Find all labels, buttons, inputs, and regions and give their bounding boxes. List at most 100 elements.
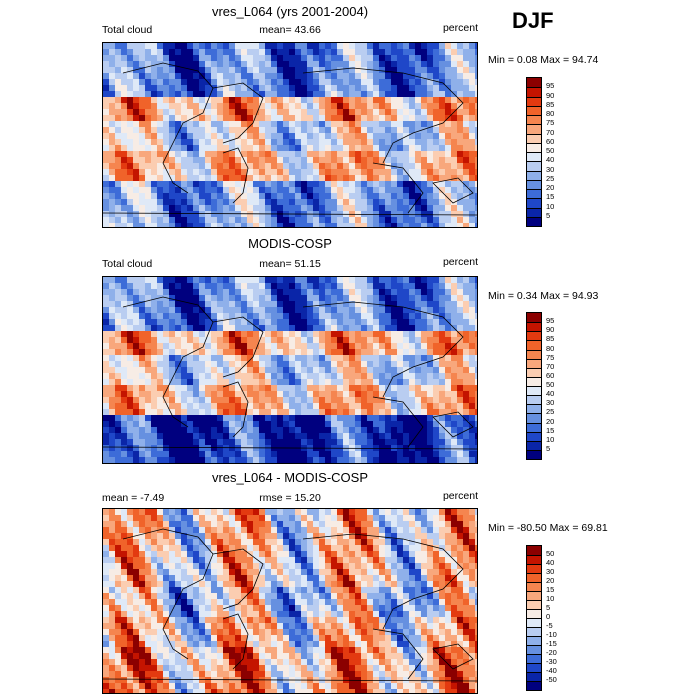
field-cell xyxy=(127,355,133,361)
field-cell xyxy=(385,373,391,379)
field-cell xyxy=(163,319,169,325)
field-cell xyxy=(445,593,451,599)
field-cell xyxy=(301,563,307,569)
field-cell xyxy=(409,515,415,521)
field-cell xyxy=(337,163,343,169)
coastline xyxy=(103,212,477,216)
field-cell xyxy=(409,223,415,227)
field-cell xyxy=(433,563,439,569)
field-cell xyxy=(475,193,477,199)
field-cell xyxy=(127,199,133,205)
field-cell xyxy=(229,223,235,227)
field-cell xyxy=(133,73,139,79)
field-cell xyxy=(229,301,235,307)
field-cell xyxy=(475,433,477,439)
field-cell xyxy=(439,391,445,397)
field-cell xyxy=(421,415,427,421)
field-cell xyxy=(235,151,241,157)
field-cell xyxy=(157,283,163,289)
field-cell xyxy=(109,205,115,211)
field-cell xyxy=(295,361,301,367)
field-cell xyxy=(403,421,409,427)
field-cell xyxy=(151,121,157,127)
field-cell xyxy=(361,527,367,533)
field-cell xyxy=(439,211,445,217)
field-cell xyxy=(145,169,151,175)
field-cell xyxy=(265,301,271,307)
coastline xyxy=(122,296,214,428)
field-cell xyxy=(115,409,121,415)
field-cell xyxy=(451,373,457,379)
field-cell xyxy=(109,109,115,115)
field-cell xyxy=(325,415,331,421)
field-cell xyxy=(151,43,157,49)
field-cell xyxy=(223,575,229,581)
field-cell xyxy=(295,397,301,403)
field-cell xyxy=(241,91,247,97)
field-cell xyxy=(151,509,157,515)
field-cell xyxy=(367,539,373,545)
field-cell xyxy=(115,551,121,557)
field-cell xyxy=(355,361,361,367)
field-cell xyxy=(331,43,337,49)
field-cell xyxy=(301,331,307,337)
field-cell xyxy=(199,391,205,397)
field-cell xyxy=(151,307,157,313)
field-cell xyxy=(337,409,343,415)
colorbar-swatch xyxy=(527,340,541,350)
field-cell xyxy=(433,445,439,451)
field-cell xyxy=(133,379,139,385)
field-cell xyxy=(229,133,235,139)
field-cell xyxy=(295,61,301,67)
field-cell xyxy=(331,545,337,551)
field-cell xyxy=(445,49,451,55)
field-cell xyxy=(289,391,295,397)
field-cell xyxy=(289,187,295,193)
field-cell xyxy=(289,277,295,283)
field-cell xyxy=(187,181,193,187)
field-cell xyxy=(103,397,109,403)
field-cell xyxy=(415,509,421,515)
field-cell xyxy=(235,515,241,521)
field-cell xyxy=(241,451,247,457)
field-cell xyxy=(403,593,409,599)
field-cell xyxy=(151,427,157,433)
field-cell xyxy=(187,313,193,319)
field-cell xyxy=(259,55,265,61)
field-cell xyxy=(103,385,109,391)
field-cell xyxy=(391,307,397,313)
field-cell xyxy=(277,169,283,175)
field-cell xyxy=(253,545,259,551)
field-cell xyxy=(169,599,175,605)
field-cell xyxy=(283,415,289,421)
field-cell xyxy=(349,295,355,301)
field-cell xyxy=(361,355,367,361)
field-cell xyxy=(103,115,109,121)
field-cell xyxy=(475,85,477,91)
field-cell xyxy=(379,43,385,49)
field-cell xyxy=(343,97,349,103)
field-cell xyxy=(151,581,157,587)
field-cell xyxy=(139,43,145,49)
field-cell xyxy=(319,103,325,109)
field-cell xyxy=(253,509,259,515)
field-cell xyxy=(451,55,457,61)
field-cell xyxy=(385,575,391,581)
coastline xyxy=(302,301,464,398)
field-cell xyxy=(157,355,163,361)
field-cell xyxy=(145,109,151,115)
field-cell xyxy=(193,533,199,539)
field-cell xyxy=(349,409,355,415)
field-cell xyxy=(457,151,463,157)
field-cell xyxy=(241,307,247,313)
field-cell xyxy=(415,397,421,403)
field-cell xyxy=(247,355,253,361)
field-cell xyxy=(121,151,127,157)
field-cell xyxy=(415,301,421,307)
field-cell xyxy=(187,409,193,415)
field-cell xyxy=(457,509,463,515)
field-cell xyxy=(301,349,307,355)
field-cell xyxy=(367,457,373,463)
field-cell xyxy=(133,163,139,169)
field-cell xyxy=(169,397,175,403)
